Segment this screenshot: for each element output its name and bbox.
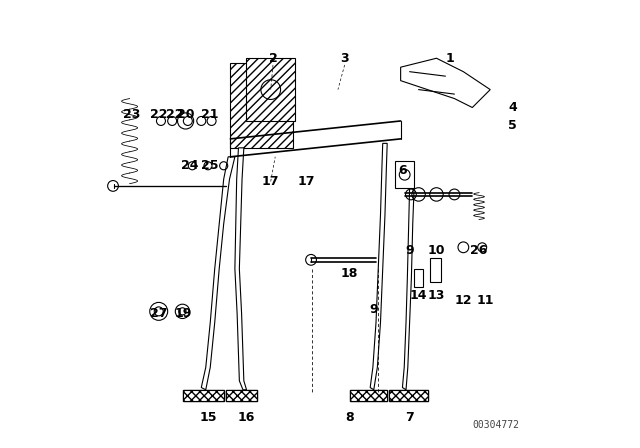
Text: 17: 17 bbox=[262, 175, 280, 188]
Text: 27: 27 bbox=[150, 307, 168, 320]
Text: 25: 25 bbox=[202, 159, 219, 172]
Text: 12: 12 bbox=[454, 293, 472, 307]
Text: 22: 22 bbox=[166, 108, 183, 121]
Text: 4: 4 bbox=[508, 101, 517, 114]
Text: 22: 22 bbox=[150, 108, 168, 121]
Text: 11: 11 bbox=[477, 293, 495, 307]
Bar bbox=[184, 390, 224, 401]
Bar bbox=[226, 390, 257, 401]
Text: 21: 21 bbox=[202, 108, 219, 121]
Polygon shape bbox=[370, 143, 387, 390]
Text: 1: 1 bbox=[445, 52, 454, 65]
Polygon shape bbox=[184, 390, 224, 401]
Text: 26: 26 bbox=[470, 244, 488, 258]
Text: 16: 16 bbox=[237, 411, 255, 424]
Text: 18: 18 bbox=[340, 267, 358, 280]
Text: 15: 15 bbox=[199, 411, 217, 424]
Polygon shape bbox=[235, 148, 246, 390]
Text: 9: 9 bbox=[405, 244, 414, 258]
Text: 14: 14 bbox=[410, 289, 428, 302]
Polygon shape bbox=[403, 188, 414, 390]
Text: 10: 10 bbox=[428, 244, 445, 258]
Bar bbox=[430, 258, 441, 282]
Text: 13: 13 bbox=[428, 289, 445, 302]
Bar bbox=[351, 390, 387, 401]
Bar bbox=[396, 161, 414, 188]
Text: 5: 5 bbox=[508, 119, 517, 132]
Text: 2: 2 bbox=[269, 52, 277, 65]
Text: 17: 17 bbox=[298, 175, 316, 188]
Bar bbox=[414, 269, 423, 287]
Text: 19: 19 bbox=[175, 307, 192, 320]
Polygon shape bbox=[389, 390, 428, 401]
Text: 9: 9 bbox=[369, 302, 378, 316]
Text: 6: 6 bbox=[399, 164, 407, 177]
Text: 00304772: 00304772 bbox=[472, 420, 520, 430]
Text: 8: 8 bbox=[345, 411, 353, 424]
Polygon shape bbox=[202, 157, 235, 390]
Text: 3: 3 bbox=[340, 52, 349, 65]
Text: 24: 24 bbox=[181, 159, 199, 172]
Polygon shape bbox=[351, 390, 387, 401]
Text: 7: 7 bbox=[405, 411, 414, 424]
Text: 20: 20 bbox=[177, 108, 195, 121]
Bar bbox=[230, 63, 293, 148]
Polygon shape bbox=[226, 390, 257, 401]
Text: 23: 23 bbox=[123, 108, 141, 121]
Bar bbox=[246, 58, 296, 121]
Bar bbox=[389, 390, 428, 401]
